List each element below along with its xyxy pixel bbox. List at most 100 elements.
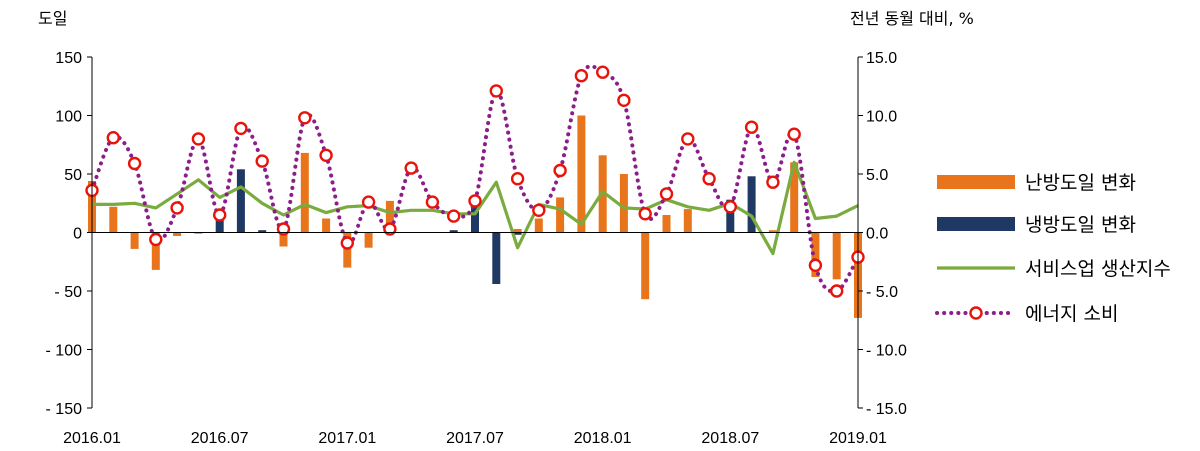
heating-bar [832, 232, 841, 280]
left-tick-label: - 100 [46, 343, 83, 360]
left-tick-label: - 50 [54, 284, 82, 301]
energy-point [234, 121, 248, 136]
lines-layer [85, 64, 865, 298]
cooling-bar [449, 230, 458, 233]
energy-point [447, 209, 461, 223]
energy-point [255, 154, 269, 168]
x-tick-label: 2018.07 [701, 430, 759, 447]
right-tick-label: 10.0 [866, 109, 897, 126]
energy-point [170, 201, 184, 215]
cooling-bar [471, 206, 479, 233]
right-tick-label: - 15.0 [866, 401, 907, 418]
axes-layer: 150 100 50 0 - 50 - 100 - 150 15.0 10.0 5.0 0.0 - 5… [46, 50, 907, 447]
x-tick-label: 2016.01 [63, 430, 121, 447]
energy-point [149, 232, 163, 247]
heating-bar [619, 174, 628, 233]
energy-point [276, 222, 291, 236]
heating-bar [768, 230, 777, 233]
energy-point [659, 187, 674, 201]
heating-bar [641, 232, 650, 300]
energy-point [574, 68, 589, 83]
left-tick-label: 100 [55, 109, 82, 126]
energy-point [830, 284, 844, 298]
energy-point [404, 161, 418, 175]
heating-bar [385, 200, 394, 233]
energy-point [298, 111, 312, 125]
legend-label: 서비스업 생산지수 [1025, 258, 1171, 280]
left-tick-label: 50 [64, 167, 82, 184]
energy-point [766, 175, 780, 189]
heating-bar [279, 232, 288, 247]
energy-point [681, 132, 695, 146]
cooling-bar [513, 232, 522, 235]
energy-point [723, 200, 737, 214]
heating-bar [577, 115, 586, 233]
heating-bar [513, 229, 522, 233]
left-tick-label: 150 [55, 50, 82, 67]
right-tick-label: - 10.0 [866, 343, 907, 360]
right-tick-label: 5.0 [866, 167, 888, 184]
heating-bar [130, 232, 139, 249]
left-tick-label: 0 [73, 226, 82, 243]
heating-bar [534, 218, 543, 233]
heating-bar [109, 206, 118, 233]
energy-point [702, 171, 716, 186]
heating-bar [194, 232, 203, 234]
energy-point [510, 171, 525, 186]
energy-point [596, 65, 610, 79]
heating-bar [173, 232, 182, 236]
energy-point [468, 194, 482, 208]
energy-point [212, 208, 227, 222]
bars-layer [88, 115, 862, 318]
energy-point [361, 195, 376, 209]
energy-point [340, 236, 354, 250]
energy-point [127, 156, 142, 171]
heating-bar [151, 232, 160, 270]
energy-point [106, 130, 121, 145]
energy-point [319, 148, 333, 163]
energy-point [553, 163, 567, 178]
energy-consumption-line [90, 64, 860, 294]
heating-bar [683, 209, 692, 233]
legend-marker [969, 306, 983, 320]
x-tick-label: 2016.07 [191, 430, 249, 447]
legend-label: 에너지 소비 [1025, 303, 1118, 325]
heating-bar [790, 162, 799, 233]
heating-bar [322, 218, 331, 233]
energy-point [383, 222, 397, 236]
energy-point [808, 258, 823, 272]
left-axis-title: 도일 [38, 9, 67, 28]
energy-point [532, 203, 546, 218]
cooling-bar [492, 232, 501, 284]
legend-label: 냉방도일 변화 [1025, 214, 1136, 236]
left-tick-label: - 150 [46, 401, 83, 418]
legend-label: 난방도일 변화 [1025, 172, 1136, 194]
heating-bar [556, 197, 565, 233]
right-tick-label: 0.0 [866, 226, 888, 243]
heating-bar [300, 152, 309, 233]
x-tick-label: 2019.01 [829, 430, 887, 447]
cooling-bar [236, 169, 245, 233]
heating-bar [343, 232, 352, 268]
x-tick-label: 2017.01 [318, 430, 376, 447]
right-tick-label: 15.0 [866, 50, 897, 67]
cooling-bar [215, 215, 224, 233]
heating-bar [364, 232, 373, 248]
heating-bar [662, 215, 671, 233]
cooling-bar [747, 176, 756, 233]
energy-point [744, 120, 759, 134]
energy-point [638, 207, 652, 221]
cooling-bar [258, 230, 267, 233]
right-tick-label: - 5.0 [866, 284, 898, 301]
energy-point [191, 132, 206, 146]
energy-point [787, 127, 801, 141]
x-tick-label: 2018.01 [574, 430, 632, 447]
cooling-bar [726, 199, 735, 233]
energy-point [617, 93, 631, 108]
heating-bar [811, 232, 820, 277]
x-tick-label: 2017.07 [446, 430, 504, 447]
energy-point [489, 84, 503, 98]
legend-swatch [937, 175, 1015, 189]
